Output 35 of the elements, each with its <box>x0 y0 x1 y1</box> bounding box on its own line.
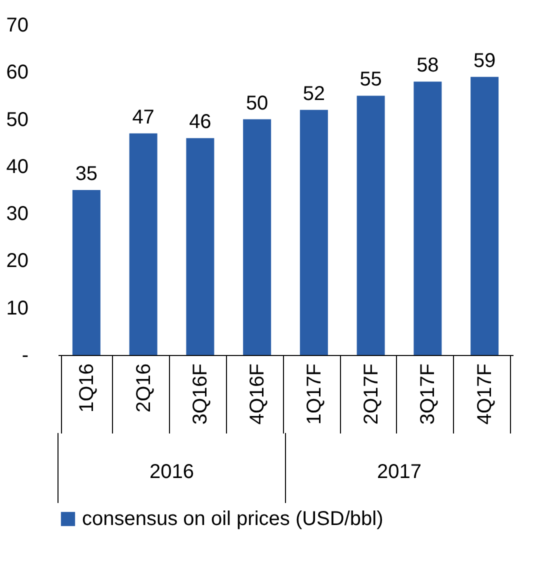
bar <box>243 119 272 355</box>
y-tick-label: 20 <box>6 250 28 272</box>
x-tick-label: 4Q17F <box>474 364 496 425</box>
legend-label: consensus on oil prices (USD/bbl) <box>82 508 384 530</box>
bar <box>300 110 328 355</box>
bar <box>72 190 100 355</box>
bar <box>129 133 158 355</box>
x-tick-label: 3Q17F <box>417 364 440 425</box>
data-label: 59 <box>473 50 496 72</box>
data-label: 52 <box>302 82 326 105</box>
data-label: 58 <box>416 54 439 77</box>
y-tick-label: 70 <box>6 14 28 36</box>
data-label: 46 <box>189 111 212 134</box>
text: 2017 <box>377 461 422 483</box>
x-tick-label: 4Q16F <box>246 364 269 425</box>
x-tick-label: 3Q16F <box>190 364 212 425</box>
x-tick-label: 1Q17F <box>303 364 326 425</box>
y-tick-label: 50 <box>6 108 28 131</box>
bar <box>186 138 214 355</box>
y-tick-label: 30 <box>6 203 28 226</box>
data-label: 50 <box>246 92 268 114</box>
bar <box>470 76 499 355</box>
y-tick-label: 40 <box>6 156 28 178</box>
y-tick-label: 60 <box>6 62 28 84</box>
data-label: 55 <box>360 68 382 91</box>
data-label: 47 <box>132 106 154 128</box>
x-tick-label: 2Q17F <box>360 364 382 425</box>
data-label: 35 <box>75 163 98 185</box>
y-tick-label: 10 <box>6 297 28 320</box>
bar <box>356 96 385 355</box>
x-tick-label: 1Q16 <box>76 364 98 412</box>
bar <box>414 82 442 355</box>
y-tick-label: - <box>22 344 28 366</box>
x-tick-label: 2Q16 <box>132 364 155 412</box>
text: 2016 <box>150 461 194 483</box>
